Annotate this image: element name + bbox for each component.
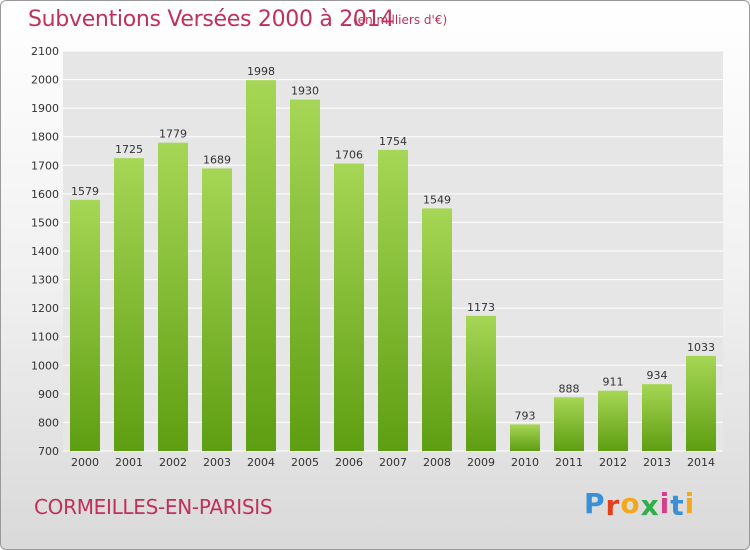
logo-letter: x — [640, 489, 660, 522]
x-tick-label: 2000 — [71, 456, 99, 469]
x-tick-label: 2013 — [643, 456, 671, 469]
bar — [246, 80, 276, 452]
y-tick-label: 700 — [38, 445, 59, 458]
logo-letter: P — [584, 487, 606, 520]
x-tick-label: 2008 — [423, 456, 451, 469]
x-tick-label: 2011 — [555, 456, 583, 469]
logo-letter: i — [684, 487, 696, 520]
chart-unit: (en milliers d'€) — [353, 13, 448, 27]
bar — [554, 397, 584, 451]
bar — [598, 390, 628, 451]
bar-value-label: 1998 — [247, 65, 275, 78]
bar — [466, 315, 496, 451]
x-tick-label: 2010 — [511, 456, 539, 469]
bar — [642, 384, 672, 451]
city-name: CORMEILLES-EN-PARISIS — [34, 495, 273, 519]
bar-value-label: 793 — [515, 409, 536, 422]
bar — [114, 158, 144, 451]
y-tick-label: 1700 — [31, 159, 59, 172]
y-tick-label: 1600 — [31, 188, 59, 201]
bar — [202, 168, 232, 451]
y-tick-label: 1200 — [31, 302, 59, 315]
bar — [70, 199, 100, 451]
bar — [158, 142, 188, 451]
x-tick-label: 2009 — [467, 456, 495, 469]
bar-value-label: 1173 — [467, 301, 495, 314]
x-tick-label: 2012 — [599, 456, 627, 469]
bar — [334, 163, 364, 452]
bar-value-label: 1754 — [379, 135, 407, 148]
bar-value-label: 1706 — [335, 149, 363, 162]
x-tick-label: 2003 — [203, 456, 231, 469]
bar-value-label: 911 — [603, 376, 624, 389]
x-tick-label: 2005 — [291, 456, 319, 469]
y-tick-label: 1900 — [31, 102, 59, 115]
x-tick-label: 2004 — [247, 456, 275, 469]
bar — [378, 149, 408, 451]
bar — [422, 208, 452, 451]
x-tick-label: 2007 — [379, 456, 407, 469]
y-tick-label: 1100 — [31, 331, 59, 344]
y-tick-label: 1800 — [31, 131, 59, 144]
bar-value-label: 888 — [559, 382, 580, 395]
y-tick-label: 2000 — [31, 74, 59, 87]
logo-letter: i — [659, 487, 671, 520]
x-axis: 2000 2001 2002 2003 2004 2005 2006 2007 2008 2009… — [71, 456, 715, 469]
chart-title: Subventions Versées 2000 à 2014 — [28, 7, 395, 32]
bar-value-label: 1930 — [291, 85, 319, 98]
y-tick-label: 900 — [38, 388, 59, 401]
bar-value-label: 1033 — [687, 341, 715, 354]
y-tick-label: 1300 — [31, 274, 59, 287]
bar-value-label: 1779 — [159, 128, 187, 141]
y-tick-label: 2100 — [31, 45, 59, 58]
logo-letter: r — [605, 489, 621, 522]
x-tick-label: 2014 — [687, 456, 715, 469]
bar-value-label: 1579 — [71, 185, 99, 198]
y-tick-label: 1400 — [31, 245, 59, 258]
proxiti-logo[interactable]: Proxiti — [584, 487, 696, 522]
bar-value-label: 1549 — [423, 193, 451, 206]
bar-value-label: 1689 — [203, 153, 231, 166]
x-tick-label: 2002 — [159, 456, 187, 469]
x-tick-label: 2001 — [115, 456, 143, 469]
y-axis: 700 800 900 1000 1100 1200 1300 1400 1500 1600 170… — [31, 45, 59, 458]
bar — [290, 99, 320, 452]
bar — [510, 424, 540, 451]
y-tick-label: 800 — [38, 416, 59, 429]
logo-letter: o — [620, 487, 641, 520]
bar-value-label: 1725 — [115, 143, 143, 156]
bar — [686, 355, 716, 451]
y-tick-label: 1500 — [31, 216, 59, 229]
x-tick-label: 2006 — [335, 456, 363, 469]
y-tick-label: 1000 — [31, 359, 59, 372]
bar-value-label: 934 — [647, 369, 668, 382]
bars: 1579 1725 1779 1689 1998 1930 1706 1754 1549 1173… — [70, 65, 716, 452]
logo-letter: t — [670, 489, 685, 522]
